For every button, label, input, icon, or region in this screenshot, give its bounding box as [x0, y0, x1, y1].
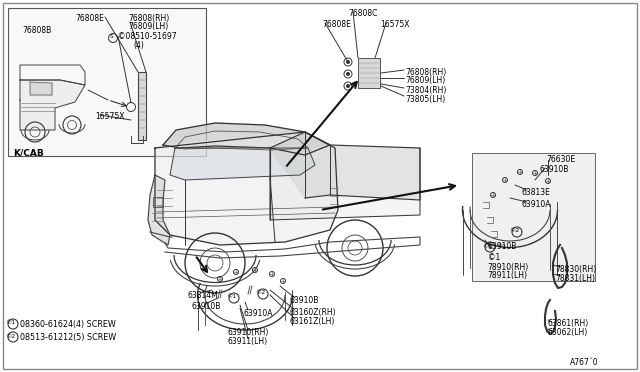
Text: 63161Z(LH): 63161Z(LH) [290, 317, 335, 326]
Polygon shape [30, 82, 52, 95]
Polygon shape [270, 132, 420, 200]
Text: 63910B: 63910B [488, 242, 517, 251]
Text: A767´0: A767´0 [570, 358, 598, 367]
Text: 63910B: 63910B [540, 165, 570, 174]
Bar [8, 8, 206, 156]
Polygon shape [170, 148, 315, 180]
Text: 63813E: 63813E [521, 188, 550, 197]
Text: 63910A: 63910A [243, 309, 273, 318]
Polygon shape [155, 132, 338, 245]
Text: 76808B: 76808B [22, 26, 51, 35]
Text: 16575X: 16575X [380, 20, 410, 29]
Text: 76630E: 76630E [546, 155, 575, 164]
Text: 63062(LH): 63062(LH) [547, 328, 588, 337]
Text: 63910A: 63910A [521, 200, 550, 209]
Text: 63911(LH): 63911(LH) [228, 337, 268, 346]
Text: S: S [109, 35, 113, 39]
Text: 76808E: 76808E [75, 14, 104, 23]
Text: 73804(RH): 73804(RH) [405, 86, 446, 95]
Text: ©1: ©1 [5, 321, 15, 326]
Text: 16575X: 16575X [95, 112, 125, 121]
Circle shape [346, 84, 350, 88]
Text: 08360-61624(4) SCREW: 08360-61624(4) SCREW [20, 320, 116, 329]
Text: 78831(LH): 78831(LH) [555, 274, 595, 283]
Text: ©1: ©1 [482, 244, 492, 248]
Text: 73805(LH): 73805(LH) [405, 95, 445, 104]
Polygon shape [20, 80, 85, 130]
Text: 63910(RH): 63910(RH) [228, 328, 269, 337]
Text: 76808(RH): 76808(RH) [405, 68, 446, 77]
Text: (4): (4) [133, 41, 144, 50]
Bar [472, 153, 595, 281]
Text: ©1: ©1 [496, 244, 506, 248]
Polygon shape [270, 148, 420, 220]
Text: ©1: ©1 [226, 295, 236, 299]
Text: 76808(RH): 76808(RH) [128, 14, 169, 23]
Text: 76808E: 76808E [322, 20, 351, 29]
Text: 76809(LH): 76809(LH) [405, 76, 445, 85]
Text: 78911(LH): 78911(LH) [487, 271, 527, 280]
Text: 63910B: 63910B [192, 302, 221, 311]
Text: 78830(RH): 78830(RH) [555, 265, 596, 274]
Circle shape [346, 72, 350, 76]
Text: K/CAB: K/CAB [13, 148, 44, 157]
Text: 63910B: 63910B [290, 296, 319, 305]
Circle shape [346, 60, 350, 64]
Text: 78910(RH): 78910(RH) [487, 263, 528, 272]
Text: ©2: ©2 [255, 291, 265, 295]
Text: 76809(LH): 76809(LH) [128, 22, 168, 31]
Text: ©08510-51697: ©08510-51697 [118, 32, 177, 41]
Text: 08513-61212(5) SCREW: 08513-61212(5) SCREW [20, 333, 116, 342]
Bar [358, 58, 380, 88]
Text: ©1: ©1 [488, 253, 500, 262]
Text: 63861(RH): 63861(RH) [547, 319, 588, 328]
Polygon shape [148, 175, 170, 245]
Text: 63160Z(RH): 63160Z(RH) [290, 308, 337, 317]
Text: ©2: ©2 [5, 334, 15, 339]
Text: 76808C: 76808C [348, 9, 378, 18]
Polygon shape [163, 123, 330, 155]
Bar [138, 72, 146, 140]
Bar [153, 197, 163, 207]
Text: 63814M: 63814M [188, 291, 219, 300]
Text: ©2: ©2 [509, 228, 519, 234]
